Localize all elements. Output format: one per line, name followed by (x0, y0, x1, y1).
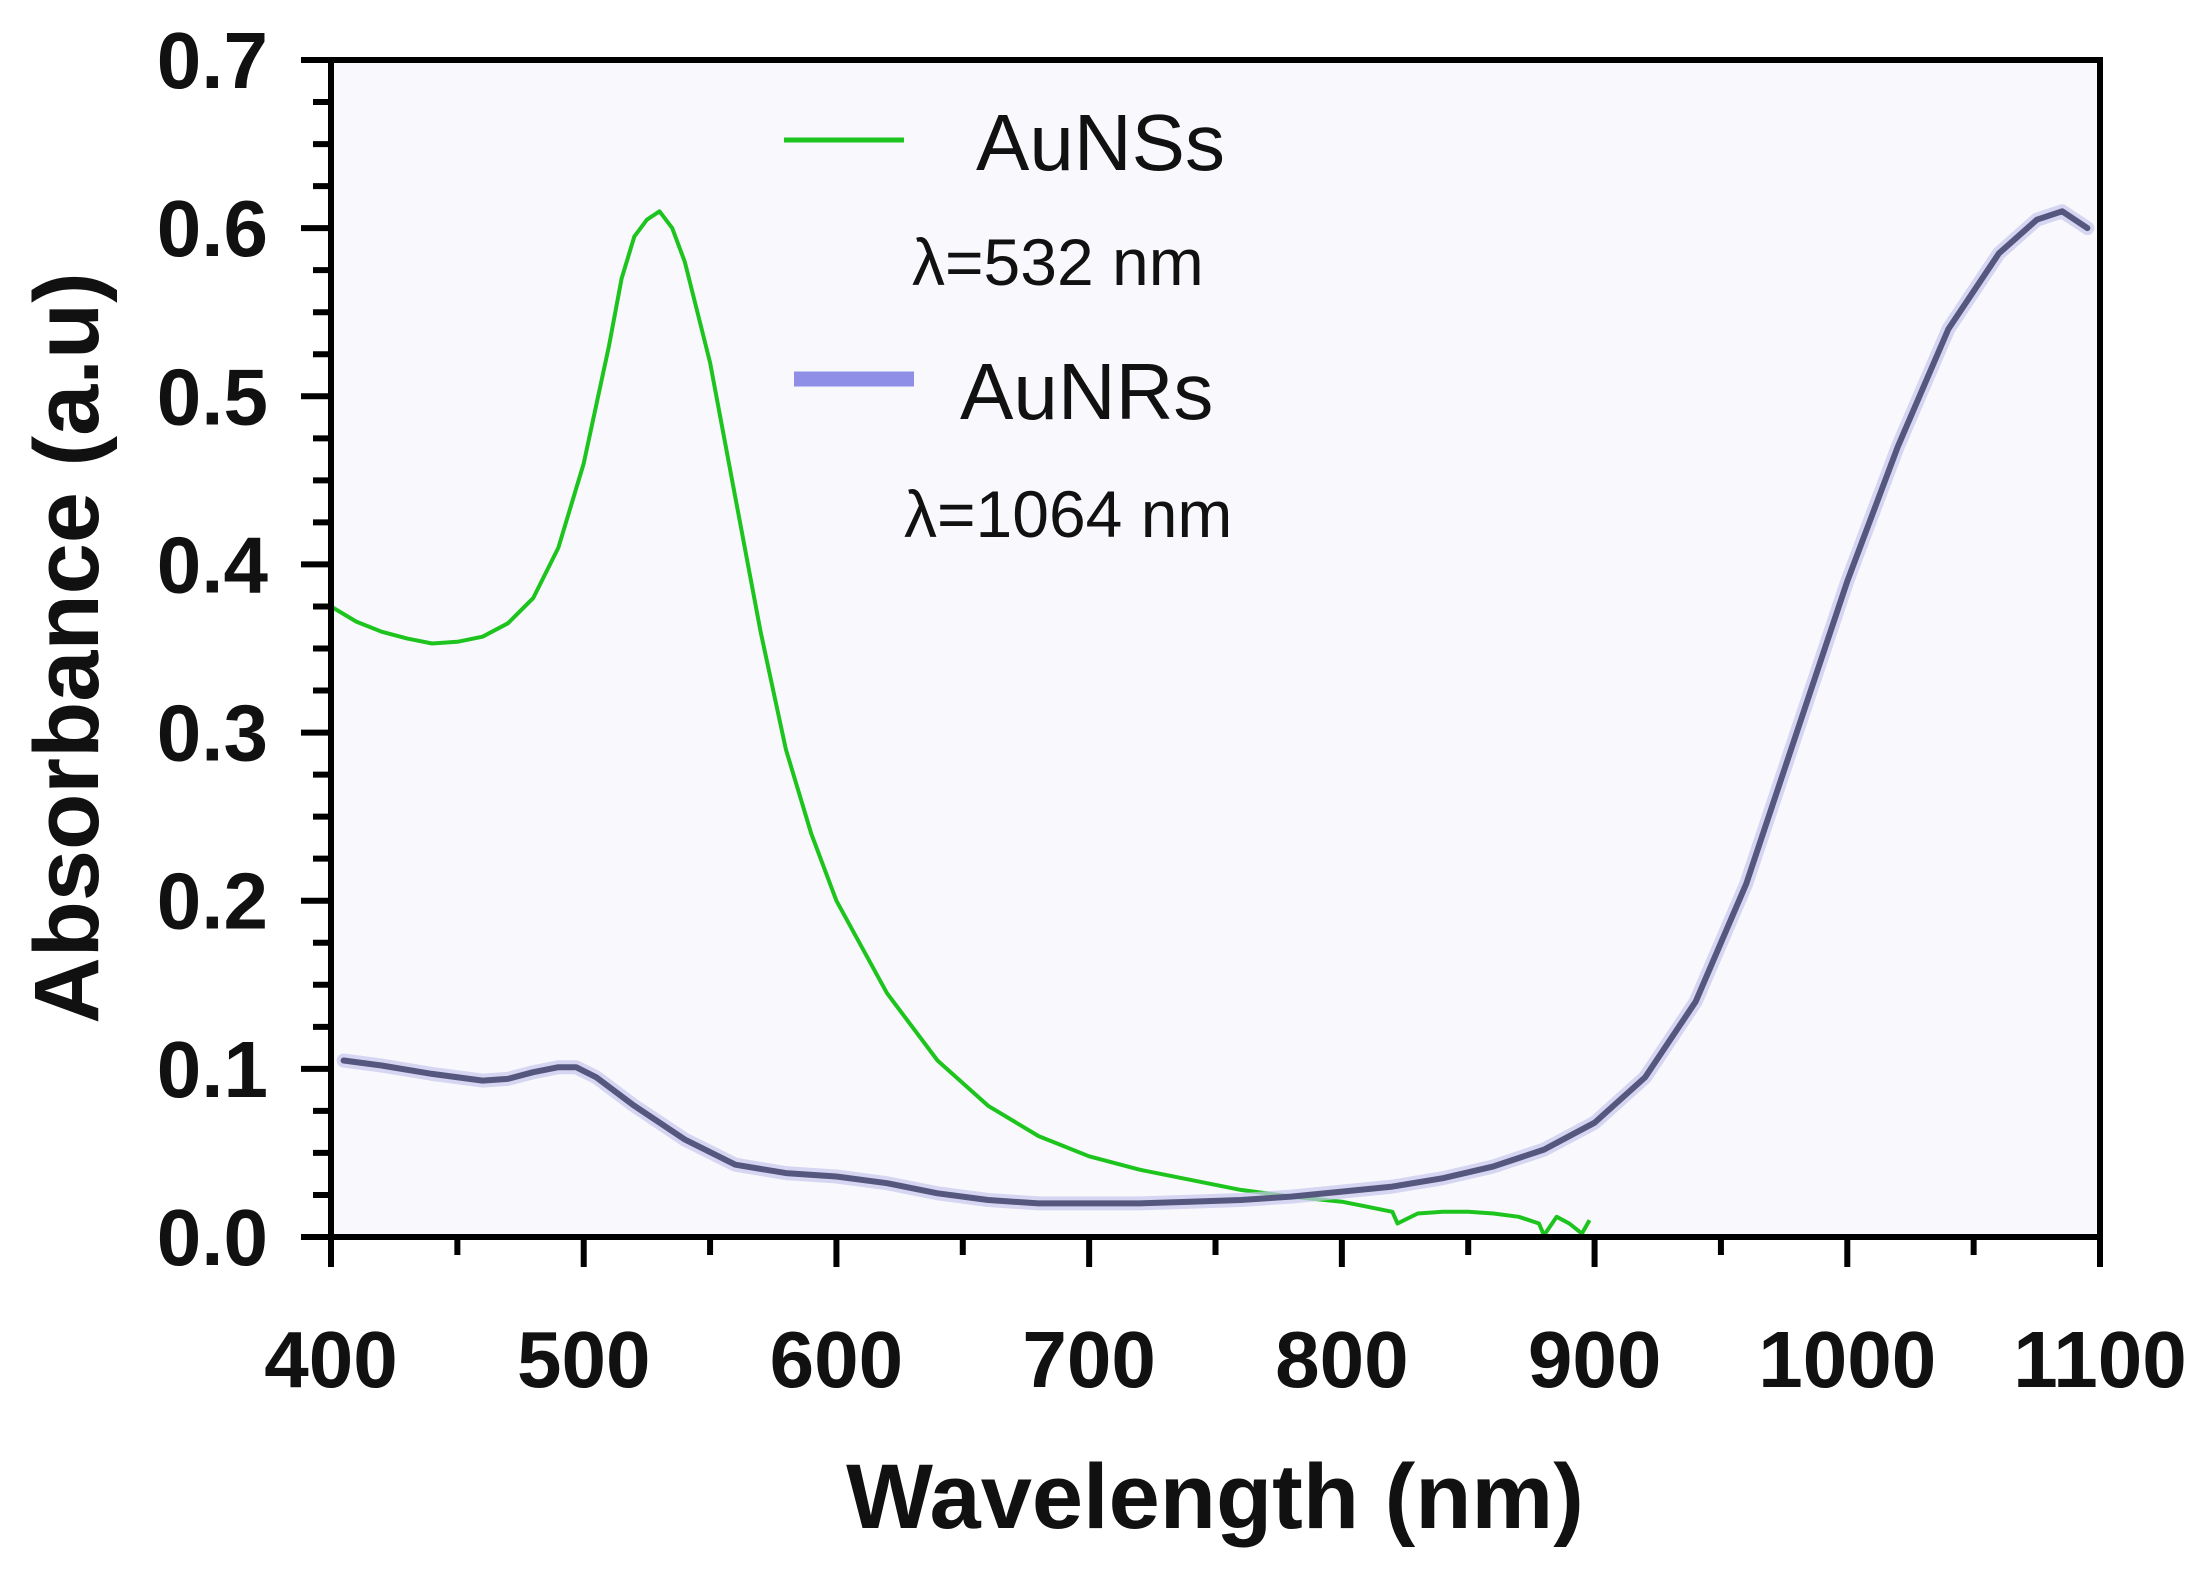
y-tick-label: 0.7 (157, 16, 268, 105)
series-line-aunrs (340, 208, 2091, 1207)
x-axis-title: Wavelength (nm) (846, 1446, 1584, 1548)
legend-label-aunss: AuNSs (976, 98, 1225, 187)
legend-annotation-aunss: λ=532 nm (912, 225, 1204, 299)
x-tick-label: 1100 (2013, 1315, 2187, 1404)
y-axis-title: Absorbance (a.u) (16, 272, 118, 1023)
legend: AuNSs λ=532 nm AuNRs λ=1064 nm (784, 98, 1232, 551)
y-tick-label: 0.6 (157, 184, 268, 273)
y-tick-label: 0.0 (157, 1193, 268, 1282)
legend-annotation-aunrs: λ=1064 nm (904, 477, 1232, 551)
legend-label-aunrs: AuNRs (960, 347, 1213, 436)
y-tick-label: 0.1 (157, 1025, 268, 1114)
x-tick-label: 700 (1022, 1315, 1155, 1404)
x-tick-label: 1000 (1758, 1315, 1936, 1404)
y-tick-label: 0.5 (157, 352, 268, 441)
y-tick-label: 0.3 (157, 689, 268, 778)
x-tick-label: 900 (1528, 1315, 1661, 1404)
x-tick-label: 400 (264, 1315, 397, 1404)
series-layer (329, 204, 2095, 1238)
series-line-aunss (329, 209, 1592, 1238)
y-tick-label: 0.2 (157, 857, 268, 946)
y-tick-label: 0.4 (157, 520, 269, 609)
plot-area (331, 60, 2100, 1237)
x-tick-label: 500 (517, 1315, 650, 1404)
x-tick-label: 600 (770, 1315, 903, 1404)
x-tick-label: 800 (1275, 1315, 1408, 1404)
tick-layer: 400 500 600 700 800 900 1000 1100 0.0 0.1 0.2 0.3 0.… (157, 16, 2187, 1404)
